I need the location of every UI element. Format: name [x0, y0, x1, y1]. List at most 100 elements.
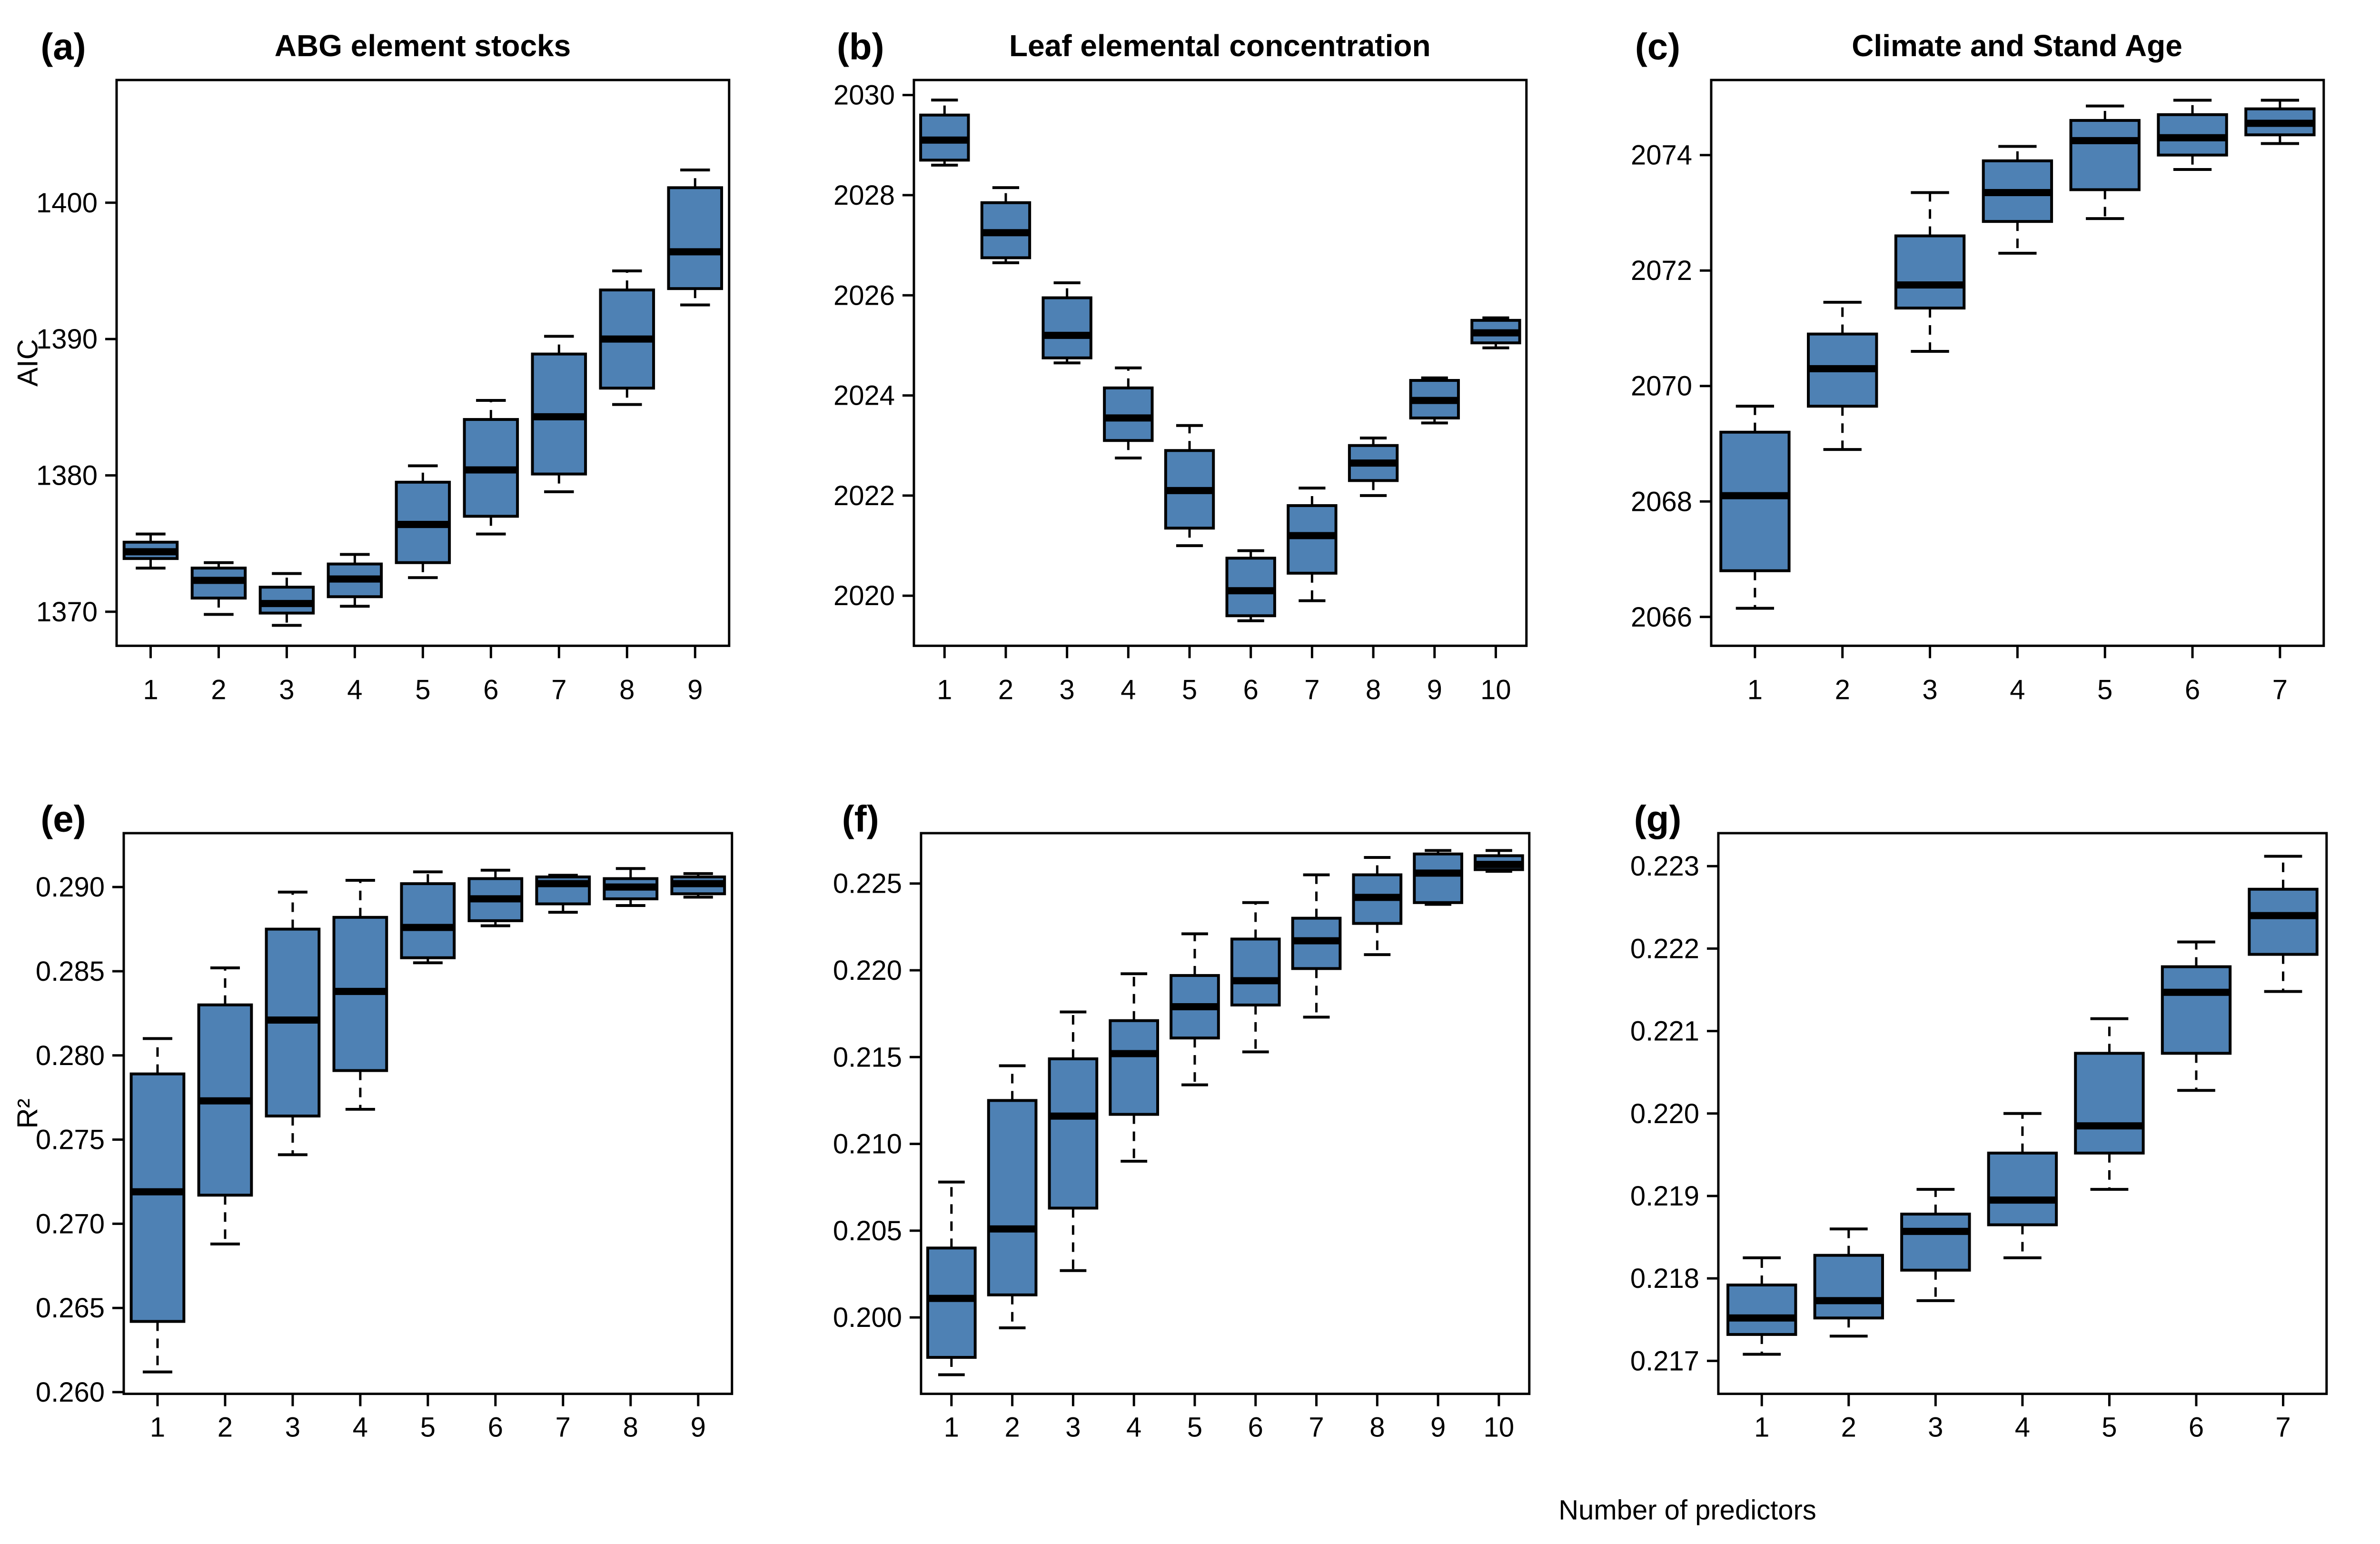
panel-e: 0.260 0.265 0.270 0.275 0.280 0.285 0.290 1 2 3 4 5… — [0, 772, 797, 1544]
svg-text:0.223: 0.223 — [1630, 851, 1699, 882]
svg-text:0.285: 0.285 — [36, 956, 105, 986]
panel-tag-f: (f) — [842, 797, 879, 839]
svg-text:0.225: 0.225 — [833, 868, 902, 899]
svg-text:0.260: 0.260 — [36, 1377, 105, 1408]
y-axis-label-r2: R² — [11, 1098, 44, 1129]
svg-text:1: 1 — [150, 1412, 165, 1443]
panel-b: 2020 2022 2024 2026 2028 2030 1 2 3 4 5 6 7 8 9 10 (b) … — [797, 0, 1595, 772]
svg-text:0.200: 0.200 — [833, 1303, 902, 1333]
svg-text:0.270: 0.270 — [36, 1209, 105, 1239]
svg-text:6: 6 — [2184, 674, 2200, 705]
panel-tag-e: (e) — [40, 797, 86, 839]
svg-text:4: 4 — [2014, 1412, 2030, 1443]
svg-text:3: 3 — [279, 674, 294, 705]
svg-text:0.218: 0.218 — [1630, 1264, 1699, 1294]
svg-text:0.210: 0.210 — [833, 1129, 902, 1159]
svg-text:2: 2 — [211, 674, 226, 705]
panel-title-b: Leaf elemental concentration — [1009, 29, 1431, 63]
svg-text:1: 1 — [1754, 1412, 1769, 1443]
svg-text:2072: 2072 — [1630, 255, 1692, 286]
svg-text:6: 6 — [483, 674, 498, 705]
svg-text:8: 8 — [1366, 674, 1381, 705]
x-axis-label: Number of predictors — [1558, 1494, 1816, 1526]
boxplot-svg-f: 0.200 0.205 0.210 0.215 0.220 0.225 1 2 3 4 5 6 7 8 9 1… — [833, 831, 1531, 1443]
boxplot-svg-c: 2066 2068 2070 2072 2074 1 2 3 4 5 6 7 — [1630, 79, 2325, 705]
svg-text:8: 8 — [623, 1412, 638, 1443]
svg-text:2: 2 — [1835, 674, 1850, 705]
svg-text:9: 9 — [1430, 1412, 1446, 1443]
svg-text:2066: 2066 — [1630, 602, 1692, 633]
panel-tag-g: (g) — [1634, 797, 1682, 839]
svg-text:8: 8 — [1369, 1412, 1385, 1443]
svg-text:5: 5 — [415, 674, 430, 705]
svg-text:1370: 1370 — [36, 597, 98, 628]
panel-tag-b: (b) — [836, 25, 884, 68]
svg-text:5: 5 — [2097, 674, 2112, 705]
svg-text:7: 7 — [555, 1412, 571, 1443]
svg-text:6: 6 — [1243, 674, 1258, 705]
svg-text:7: 7 — [1304, 674, 1319, 705]
svg-text:5: 5 — [2102, 1412, 2117, 1443]
panel-title-c: Climate and Stand Age — [1852, 29, 2182, 63]
svg-text:3: 3 — [1922, 674, 1937, 705]
svg-text:0.205: 0.205 — [833, 1215, 902, 1246]
svg-text:3: 3 — [1928, 1412, 1943, 1443]
svg-text:6: 6 — [488, 1412, 503, 1443]
svg-text:1: 1 — [143, 674, 158, 705]
svg-text:9: 9 — [691, 1412, 706, 1443]
boxplot-svg-e: 0.260 0.265 0.270 0.275 0.280 0.285 0.290 1 2 3 4 5… — [36, 831, 734, 1443]
svg-text:6: 6 — [1248, 1412, 1263, 1443]
svg-text:4: 4 — [1126, 1412, 1141, 1443]
y-axis-label-aic: AIC — [11, 339, 44, 387]
svg-text:8: 8 — [619, 674, 635, 705]
svg-text:5: 5 — [1187, 1412, 1202, 1443]
boxplot-svg-b: 2020 2022 2024 2026 2028 2030 1 2 3 4 5 6 7 8 9 10 — [833, 79, 1528, 705]
svg-text:0.265: 0.265 — [36, 1293, 105, 1324]
svg-text:2020: 2020 — [833, 580, 895, 611]
svg-text:5: 5 — [420, 1412, 436, 1443]
svg-text:7: 7 — [2272, 674, 2287, 705]
svg-text:1: 1 — [943, 1412, 959, 1443]
svg-text:2024: 2024 — [833, 380, 895, 411]
svg-text:0.290: 0.290 — [36, 872, 105, 903]
svg-text:5: 5 — [1182, 674, 1197, 705]
svg-text:0.275: 0.275 — [36, 1125, 105, 1155]
svg-text:3: 3 — [1065, 1412, 1081, 1443]
svg-text:1400: 1400 — [36, 188, 98, 219]
svg-text:6: 6 — [2188, 1412, 2203, 1443]
svg-text:0.217: 0.217 — [1630, 1346, 1699, 1376]
svg-text:2: 2 — [1841, 1412, 1856, 1443]
svg-text:10: 10 — [1480, 674, 1511, 705]
svg-text:0.221: 0.221 — [1630, 1016, 1699, 1046]
svg-text:1: 1 — [1747, 674, 1762, 705]
svg-text:0.222: 0.222 — [1630, 934, 1699, 964]
svg-text:0.280: 0.280 — [36, 1040, 105, 1071]
svg-text:1390: 1390 — [36, 324, 98, 355]
panel-c: 2066 2068 2070 2072 2074 1 2 3 4 5 6 7 (c) Climate … — [1595, 0, 2380, 772]
svg-text:9: 9 — [687, 674, 703, 705]
panel-title-a: ABG element stocks — [274, 29, 571, 63]
svg-text:2070: 2070 — [1630, 371, 1692, 402]
boxplot-svg-g: 0.217 0.218 0.219 0.220 0.221 0.222 0.223 1 2 3 4 5… — [1630, 831, 2328, 1443]
svg-text:7: 7 — [1309, 1412, 1324, 1443]
svg-text:0.220: 0.220 — [833, 955, 902, 986]
svg-text:2: 2 — [998, 674, 1013, 705]
svg-text:0.219: 0.219 — [1630, 1181, 1699, 1211]
svg-text:7: 7 — [2275, 1412, 2291, 1443]
panel-tag-c: (c) — [1635, 25, 1681, 68]
svg-text:2074: 2074 — [1630, 140, 1692, 171]
svg-text:7: 7 — [551, 674, 566, 705]
svg-text:3: 3 — [1059, 674, 1074, 705]
svg-text:2028: 2028 — [833, 180, 895, 211]
svg-text:2: 2 — [1004, 1412, 1020, 1443]
svg-text:1380: 1380 — [36, 460, 98, 491]
svg-text:10: 10 — [1483, 1412, 1514, 1443]
svg-text:4: 4 — [2010, 674, 2025, 705]
panel-g: 0.217 0.218 0.219 0.220 0.221 0.222 0.223 1 2 3 4 5… — [1595, 772, 2380, 1544]
panel-tag-a: (a) — [40, 25, 86, 68]
svg-text:0.215: 0.215 — [833, 1042, 902, 1073]
panel-f: 0.200 0.205 0.210 0.215 0.220 0.225 1 2 3 4 5 6 7 8 9 1… — [797, 772, 1595, 1544]
svg-text:2068: 2068 — [1630, 486, 1692, 517]
panel-a: 1370 1380 1390 1400 1 2 3 4 5 6 7 8 9 (a) ABG elemen… — [0, 0, 797, 772]
